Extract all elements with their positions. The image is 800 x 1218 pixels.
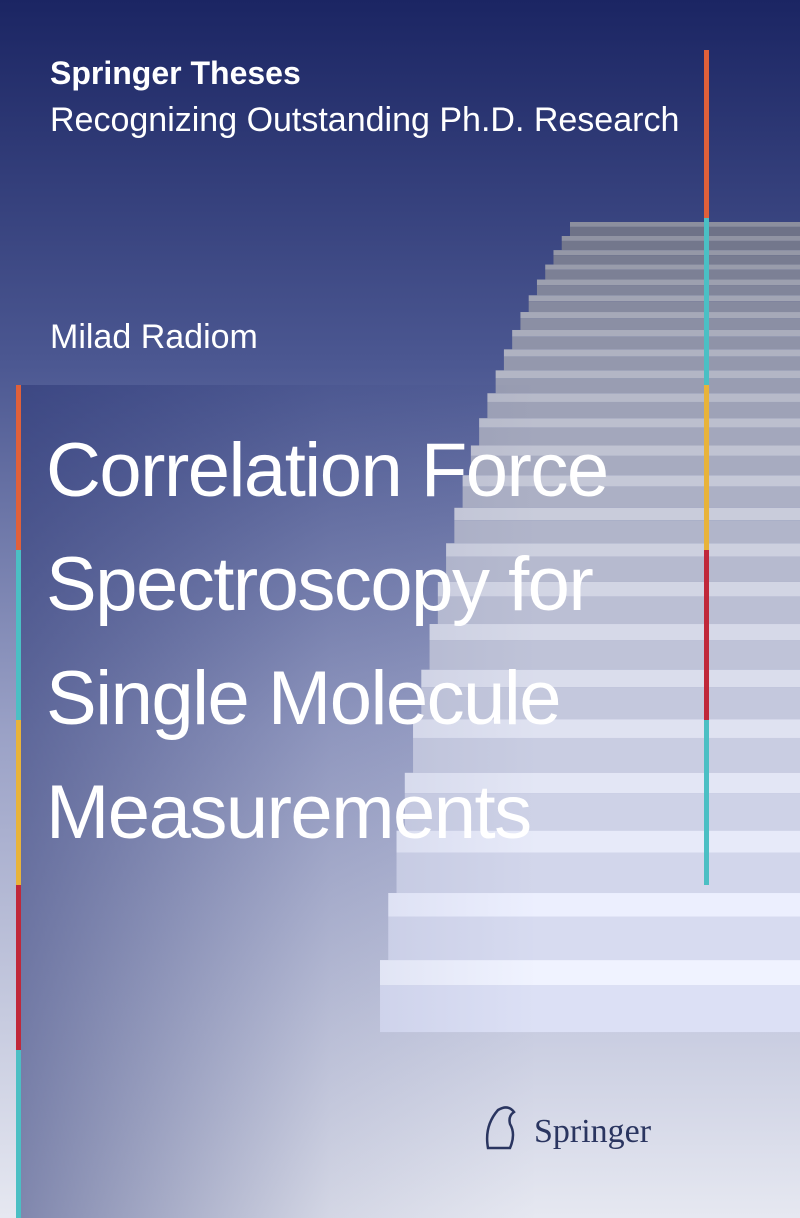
bar-segment bbox=[16, 885, 21, 1050]
stair-step bbox=[536, 279, 800, 286]
stair-step bbox=[528, 301, 800, 313]
stair-step bbox=[470, 445, 800, 456]
title-line: Correlation Force bbox=[46, 428, 608, 513]
stair-step bbox=[553, 250, 800, 256]
publisher: Springer bbox=[534, 1113, 652, 1150]
stair-step bbox=[470, 455, 800, 476]
stair-step bbox=[503, 356, 800, 371]
bar-segment bbox=[704, 720, 709, 885]
title-panel bbox=[18, 385, 538, 1218]
stair-step bbox=[454, 507, 800, 521]
stair-step bbox=[462, 486, 800, 508]
stair-step bbox=[570, 222, 800, 227]
stair-step bbox=[520, 318, 800, 330]
stair-step bbox=[495, 378, 800, 394]
left-color-bar bbox=[16, 385, 21, 1218]
stair-step bbox=[462, 475, 800, 487]
stair-step bbox=[495, 370, 800, 379]
stair-step bbox=[553, 255, 800, 265]
stair-step bbox=[512, 336, 800, 350]
title-line: Spectroscopy for bbox=[46, 542, 593, 627]
stair-step bbox=[570, 226, 800, 236]
bar-segment bbox=[16, 550, 21, 720]
stair-step bbox=[487, 401, 800, 419]
stair-step bbox=[561, 236, 800, 241]
bar-segment bbox=[704, 385, 709, 550]
stair-step bbox=[503, 349, 800, 357]
right-color-bar bbox=[704, 50, 709, 885]
author: Milad Radiom bbox=[50, 318, 258, 356]
stair-step bbox=[545, 269, 800, 280]
stair-step bbox=[545, 264, 800, 270]
series-subtitle: Recognizing Outstanding Ph.D. Research bbox=[50, 101, 679, 139]
title-line: Measurements bbox=[46, 770, 531, 855]
publisher-logo: Springer bbox=[485, 1106, 652, 1150]
stair-step bbox=[479, 427, 800, 446]
bar-segment bbox=[704, 550, 709, 720]
bar-segment bbox=[16, 1050, 21, 1218]
bar-segment bbox=[704, 218, 709, 385]
bar-segment bbox=[16, 385, 21, 550]
stair-step bbox=[487, 393, 800, 402]
series-name: Springer Theses bbox=[50, 55, 301, 91]
stair-step bbox=[528, 295, 800, 302]
stair-step bbox=[512, 329, 800, 337]
bar-segment bbox=[16, 720, 21, 885]
stair-step bbox=[454, 520, 800, 544]
stair-step bbox=[479, 418, 800, 428]
stair-step bbox=[561, 240, 800, 251]
title-line: Single Molecule bbox=[46, 656, 560, 741]
stair-step bbox=[520, 312, 800, 319]
stair-step bbox=[536, 285, 800, 296]
bar-segment bbox=[704, 50, 709, 218]
logo-icon bbox=[485, 1106, 516, 1150]
